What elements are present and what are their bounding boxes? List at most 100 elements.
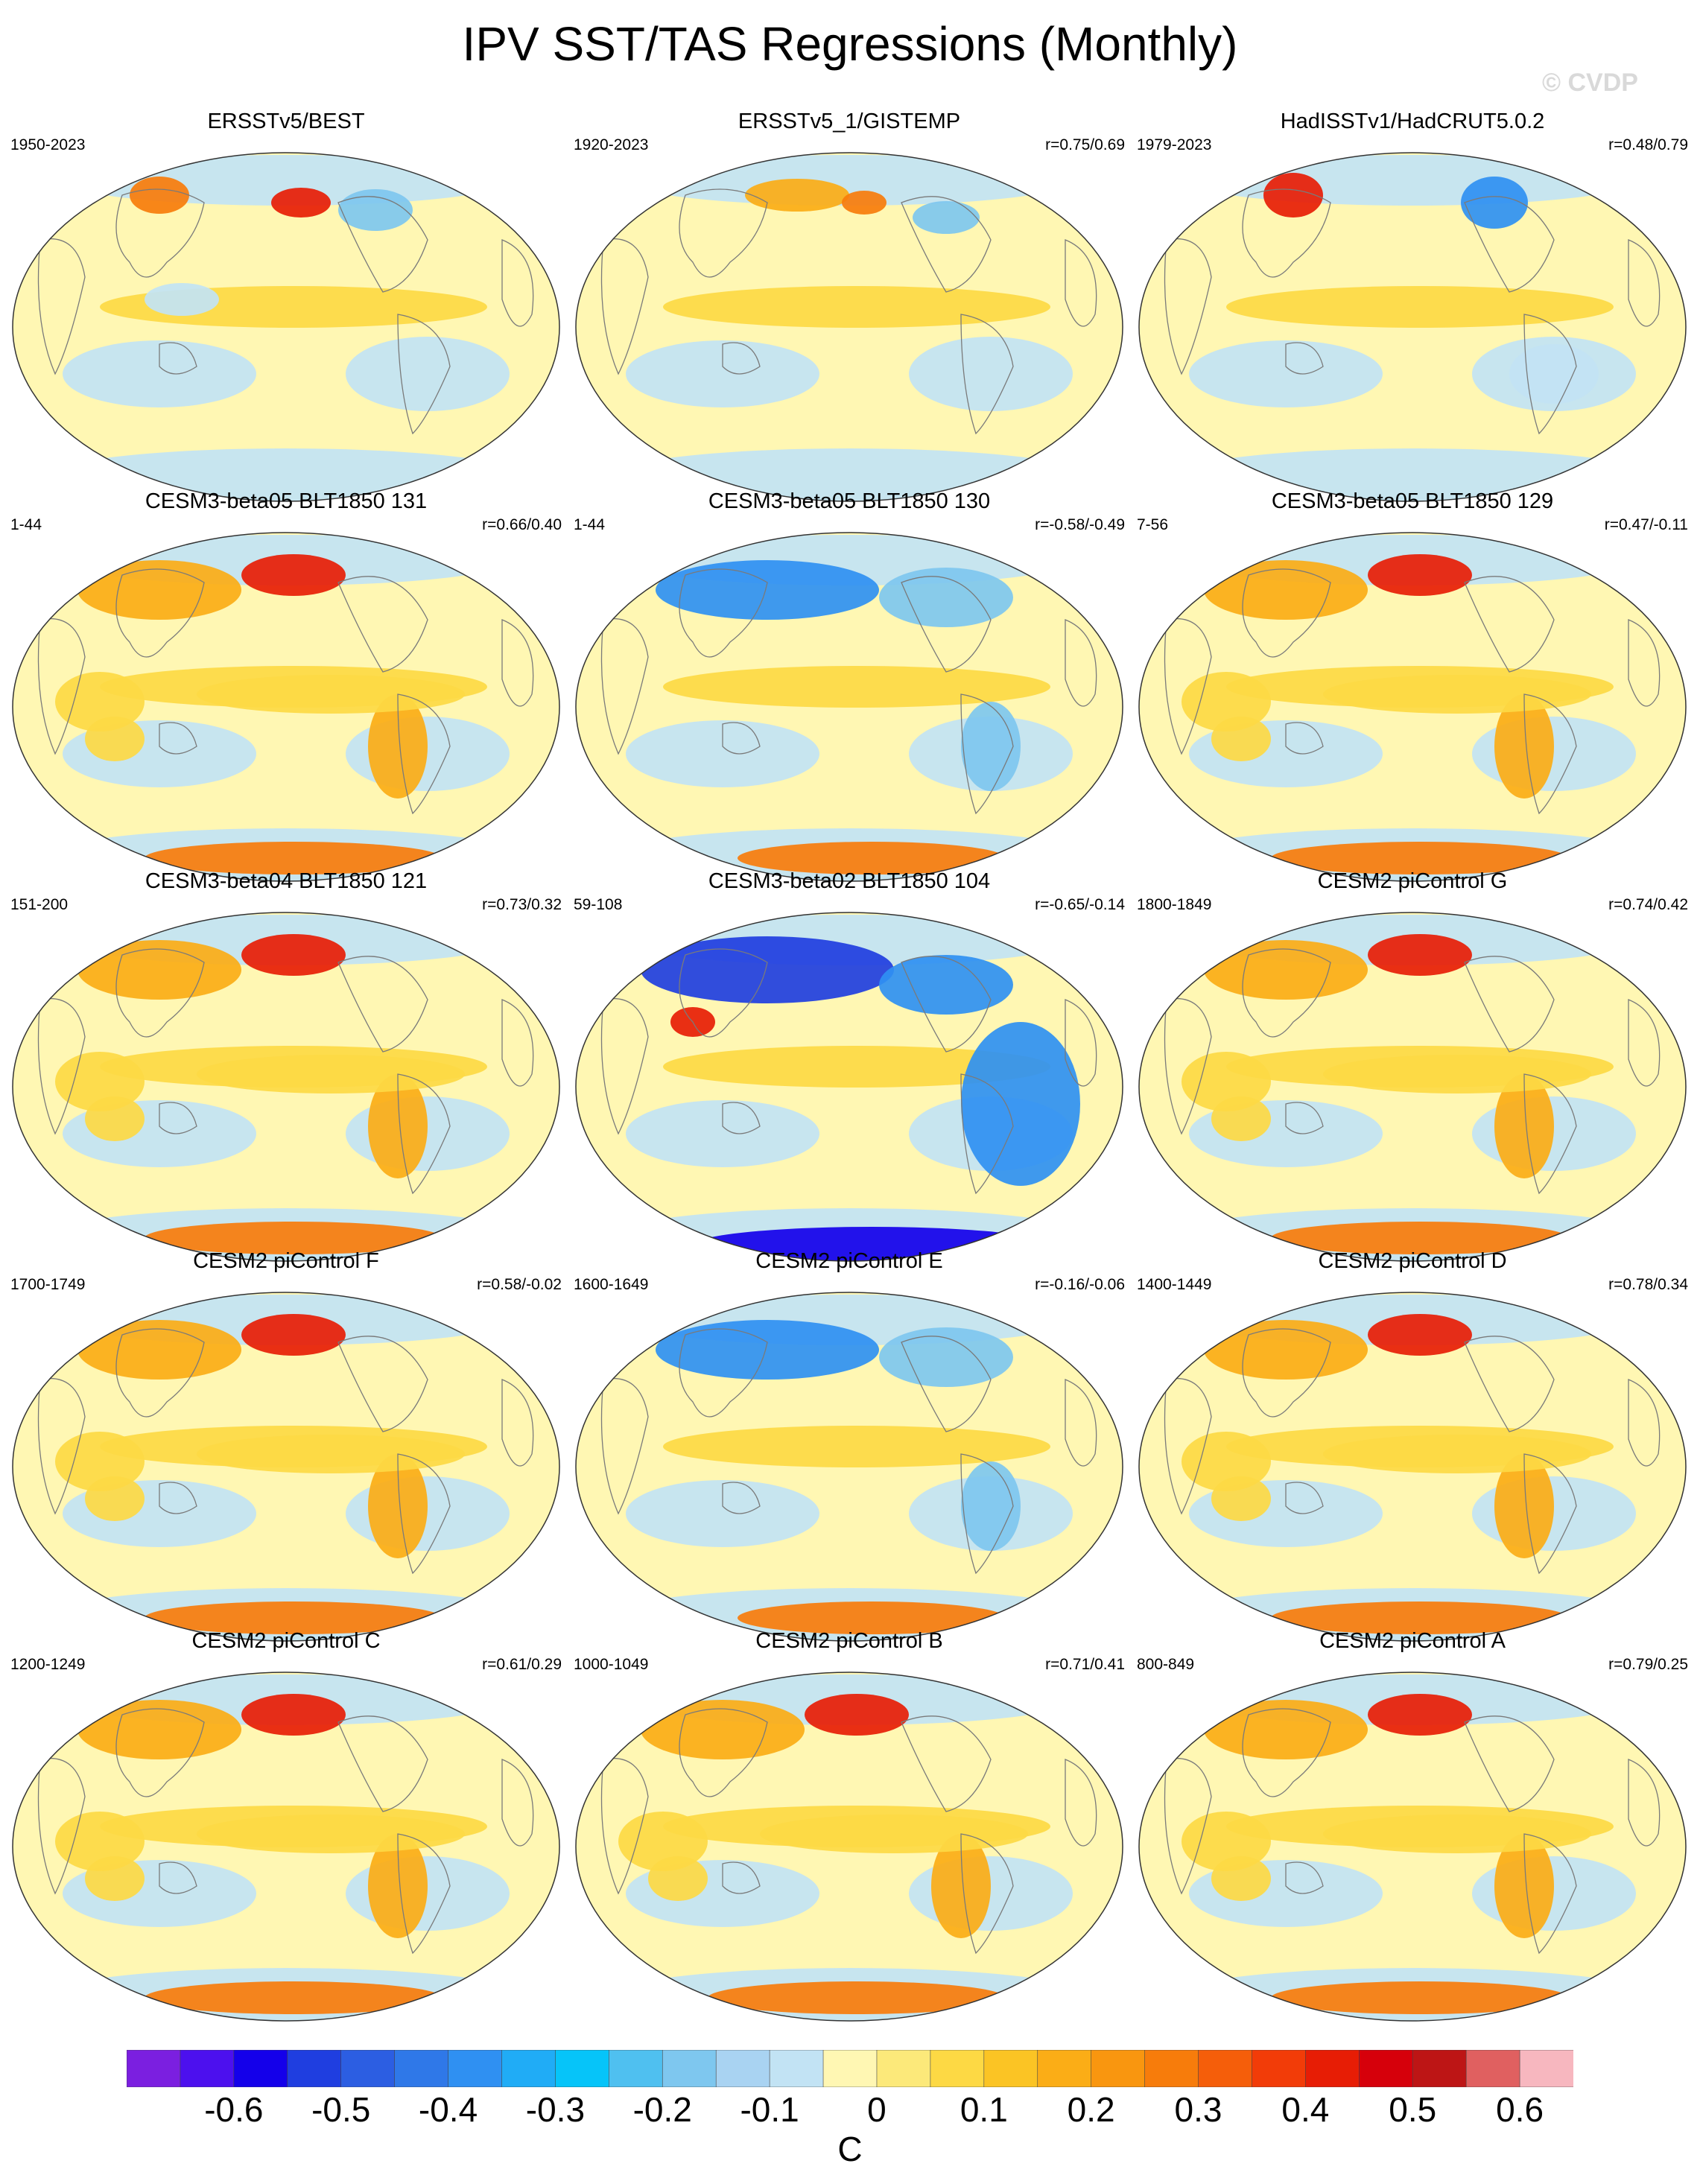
anomaly-region xyxy=(1509,344,1599,404)
anomaly-region xyxy=(368,1834,428,1938)
panel-title: ERSSTv5/BEST xyxy=(207,109,365,133)
anomaly-region xyxy=(1323,1815,1591,1853)
map-panel: CESM2 piControl B 1000-1049 r=0.71/0.41 xyxy=(574,1627,1125,2022)
map-panel: CESM2 piControl C 1200-1249 r=0.61/0.29 xyxy=(10,1627,562,2022)
panel-correlation: r=0.73/0.32 xyxy=(482,896,562,913)
anomaly-region xyxy=(1211,1856,1271,1901)
coastline xyxy=(1164,568,1661,815)
colorbar-swatch xyxy=(769,2050,824,2087)
colorbar-swatch xyxy=(448,2050,503,2087)
anomaly-region xyxy=(1368,1694,1472,1736)
map-panel: CESM2 piControl D 1400-1449 r=0.78/0.34 xyxy=(1137,1247,1688,1642)
regression-map xyxy=(575,1672,1123,2022)
colorbar-tick-label: -0.6 xyxy=(204,2090,264,2129)
anomaly-region xyxy=(1204,1320,1368,1380)
panel-correlation: r=0.71/0.41 xyxy=(1045,1656,1125,1673)
anomaly-region xyxy=(1494,1834,1554,1938)
anomaly-region xyxy=(879,955,1013,1015)
panel-correlation: r=-0.16/-0.06 xyxy=(1035,1276,1125,1293)
map-outline xyxy=(575,1292,1123,1642)
panel-period: 1800-1849 xyxy=(1137,896,1212,913)
colorbar-swatch xyxy=(1144,2050,1199,2087)
coastline xyxy=(600,1708,1097,1955)
panel-period: 1979-2023 xyxy=(1137,136,1212,153)
anomaly-region xyxy=(197,1055,465,1093)
anomaly-region xyxy=(1271,1602,1569,1634)
map-panel: CESM3-beta02 BLT1850 104 59-108 r=-0.65/-0… xyxy=(574,867,1125,1262)
anomaly-region xyxy=(85,717,145,761)
coastline xyxy=(600,188,1097,435)
regression-map xyxy=(12,912,560,1262)
panel-period: 1000-1049 xyxy=(574,1656,649,1673)
coastline xyxy=(1164,1708,1661,1955)
anomaly-region xyxy=(1211,717,1271,761)
anomaly-region xyxy=(241,934,346,976)
panel-title: CESM2 piControl C xyxy=(191,1629,381,1653)
anomaly-region xyxy=(85,1476,145,1521)
anomaly-region xyxy=(197,1435,465,1473)
panel-correlation: r=0.66/0.40 xyxy=(482,516,562,533)
colorbar xyxy=(127,2050,1573,2087)
map-outline xyxy=(1138,532,1687,882)
anomaly-region xyxy=(1226,286,1614,328)
anomaly-region xyxy=(663,1426,1050,1467)
map-outline xyxy=(575,1672,1123,2022)
regression-map xyxy=(12,1672,560,2022)
anomaly-region xyxy=(241,554,346,596)
map-panel: CESM2 piControl F 1700-1749 r=0.58/-0.02 xyxy=(10,1247,562,1642)
regression-map xyxy=(12,1292,560,1642)
colorbar-swatch xyxy=(1091,2050,1146,2087)
anomaly-region xyxy=(368,1074,428,1178)
panel-title: CESM2 piControl F xyxy=(193,1249,379,1273)
map-panel: CESM3-beta04 BLT1850 121 151-200 r=0.73/0.… xyxy=(10,867,562,1262)
map-panel: CESM3-beta05 BLT1850 130 1-44 r=-0.58/-0.4… xyxy=(574,487,1125,882)
map-outline xyxy=(575,152,1123,502)
anomaly-region xyxy=(1323,1435,1591,1473)
anomaly-region xyxy=(961,702,1021,791)
anomaly-region xyxy=(1323,1055,1591,1093)
coastline xyxy=(1164,948,1661,1195)
panel-title: CESM3-beta05 BLT1850 129 xyxy=(1271,489,1554,513)
anomaly-region xyxy=(145,1981,443,2014)
colorbar-tick-label: -0.1 xyxy=(740,2090,799,2129)
map-outline xyxy=(12,152,560,502)
panel-correlation: r=0.79/0.25 xyxy=(1608,1656,1688,1673)
anomaly-region xyxy=(626,1480,819,1547)
coastline xyxy=(600,1328,1097,1575)
anomaly-region xyxy=(1323,675,1591,714)
panel-title: CESM2 piControl E xyxy=(755,1249,943,1273)
regression-map xyxy=(575,532,1123,882)
panel-period: 1400-1449 xyxy=(1137,1276,1212,1293)
colorbar-swatch xyxy=(930,2050,985,2087)
map-panel: CESM2 piControl G 1800-1849 r=0.74/0.42 xyxy=(1137,867,1688,1262)
anomaly-region xyxy=(663,666,1050,708)
panel-correlation: r=0.48/0.79 xyxy=(1608,136,1688,153)
anomaly-region xyxy=(626,720,819,787)
map-panel: CESM3-beta05 BLT1850 129 7-56 r=0.47/-0.11 xyxy=(1137,487,1688,882)
panel-title: CESM3-beta05 BLT1850 130 xyxy=(708,489,991,513)
anomaly-region xyxy=(271,188,331,218)
anomaly-region xyxy=(931,1834,991,1938)
anomaly-region xyxy=(77,560,241,620)
colorbar-swatch xyxy=(287,2050,342,2087)
anomaly-region xyxy=(626,1100,819,1167)
anomaly-region xyxy=(63,340,256,407)
panel-period: 1950-2023 xyxy=(10,136,86,153)
anomaly-region xyxy=(197,1815,465,1853)
anomaly-region xyxy=(842,191,887,215)
anomaly-region xyxy=(879,568,1013,627)
map-panel: ERSSTv5/BEST 1950-2023 xyxy=(10,107,562,502)
colorbar-tick-label: 0.6 xyxy=(1496,2090,1544,2129)
colorbar-swatch xyxy=(1519,2050,1573,2087)
anomaly-region xyxy=(1189,340,1383,407)
panel-period: 1-44 xyxy=(10,516,42,533)
panel-correlation: r=0.47/-0.11 xyxy=(1604,516,1688,533)
panel-period: 1200-1249 xyxy=(10,1656,86,1673)
anomaly-region xyxy=(85,1856,145,1901)
anomaly-region xyxy=(879,1327,1013,1387)
anomaly-region xyxy=(663,286,1050,328)
panel-title: CESM3-beta02 BLT1850 104 xyxy=(708,869,991,893)
map-outline xyxy=(12,1672,560,2022)
colorbar-swatch xyxy=(1252,2050,1307,2087)
colorbar-swatch xyxy=(983,2050,1038,2087)
